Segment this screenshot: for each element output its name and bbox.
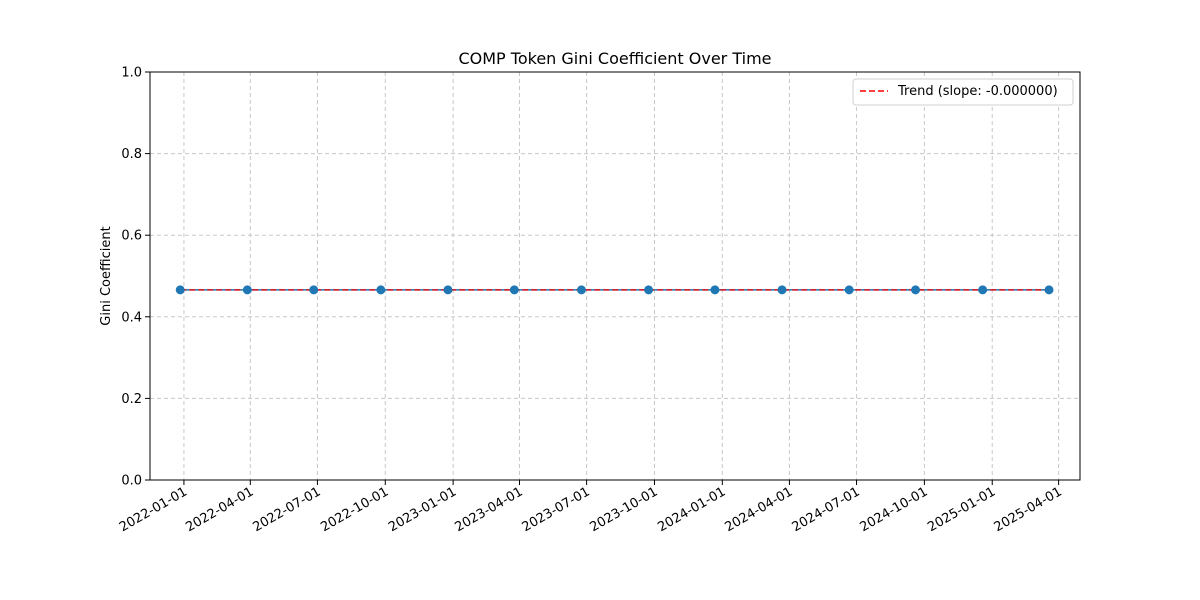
data-point — [242, 285, 252, 295]
y-tick-label: 0.4 — [121, 310, 142, 325]
y-tick-label: 0.0 — [121, 474, 142, 489]
y-tick-label: 0.8 — [121, 147, 142, 162]
data-point — [443, 285, 453, 295]
data-point — [309, 285, 319, 295]
legend-trend-label: Trend (slope: -0.000000) — [897, 84, 1058, 99]
data-point — [1044, 285, 1054, 295]
grid — [150, 71, 1080, 481]
y-axis-label: Gini Coefficient — [99, 226, 114, 325]
data-point — [576, 285, 586, 295]
data-point — [844, 285, 854, 295]
data-point — [644, 285, 654, 295]
data-point — [175, 285, 185, 295]
data-point — [777, 285, 787, 295]
plot-frame — [149, 71, 1081, 481]
chart-title: COMP Token Gini Coefficient Over Time — [458, 49, 771, 68]
data-point — [978, 285, 988, 295]
legend-box — [852, 78, 1074, 106]
y-tick-label: 0.2 — [121, 392, 142, 407]
y-tick-label: 0.6 — [121, 229, 142, 244]
data-point — [376, 285, 386, 295]
y-tick-label: 1.0 — [121, 66, 142, 81]
data-point — [710, 285, 720, 295]
data-point — [509, 285, 519, 295]
series-layer — [175, 285, 1054, 295]
legend: Trend (slope: -0.000000) — [852, 78, 1074, 106]
data-point — [911, 285, 921, 295]
